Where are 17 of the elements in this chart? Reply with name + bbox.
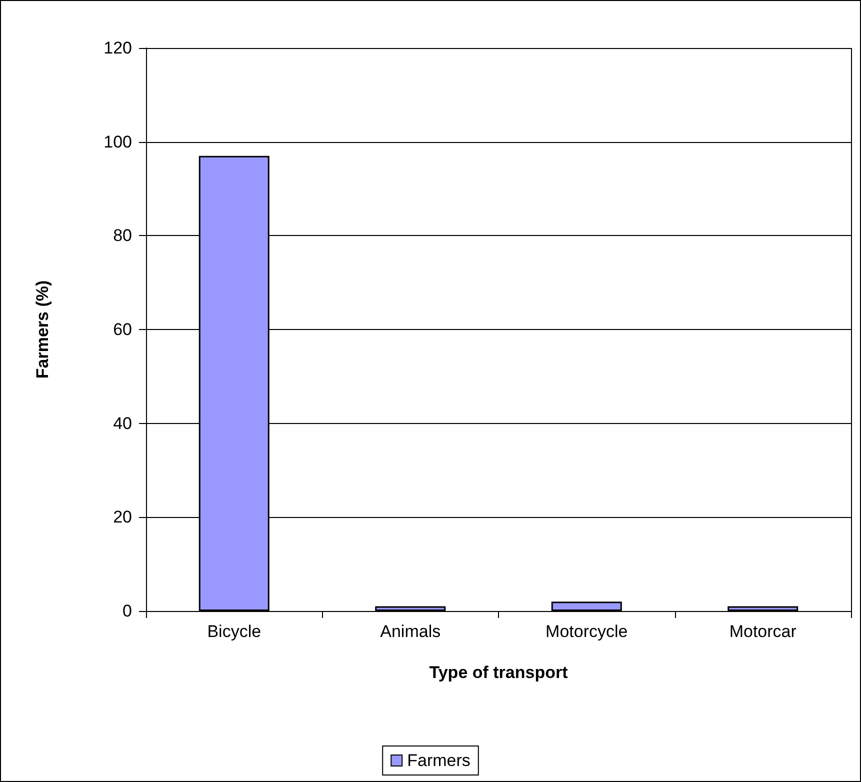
bar <box>551 602 622 611</box>
y-tick-label: 20 <box>113 508 132 527</box>
x-tick-label: Motorcar <box>729 622 797 641</box>
y-tick-label: 0 <box>122 602 132 620</box>
x-axis-title: Type of transport <box>429 663 568 682</box>
y-tick-label: 120 <box>104 38 132 58</box>
bar <box>728 606 798 611</box>
y-tick-label: 60 <box>113 320 132 339</box>
y-tick-label: 40 <box>113 414 132 433</box>
y-tick-label: 80 <box>113 226 132 246</box>
x-tick-label: Animals <box>380 622 441 641</box>
x-tick-label: Bicycle <box>207 622 262 641</box>
y-axis-title: Farmers (%) <box>33 280 52 379</box>
bar <box>375 606 446 611</box>
y-tick-label: 100 <box>104 132 132 152</box>
x-tick-label: Motorcycle <box>546 622 628 641</box>
legend-label: Farmers <box>407 751 470 770</box>
